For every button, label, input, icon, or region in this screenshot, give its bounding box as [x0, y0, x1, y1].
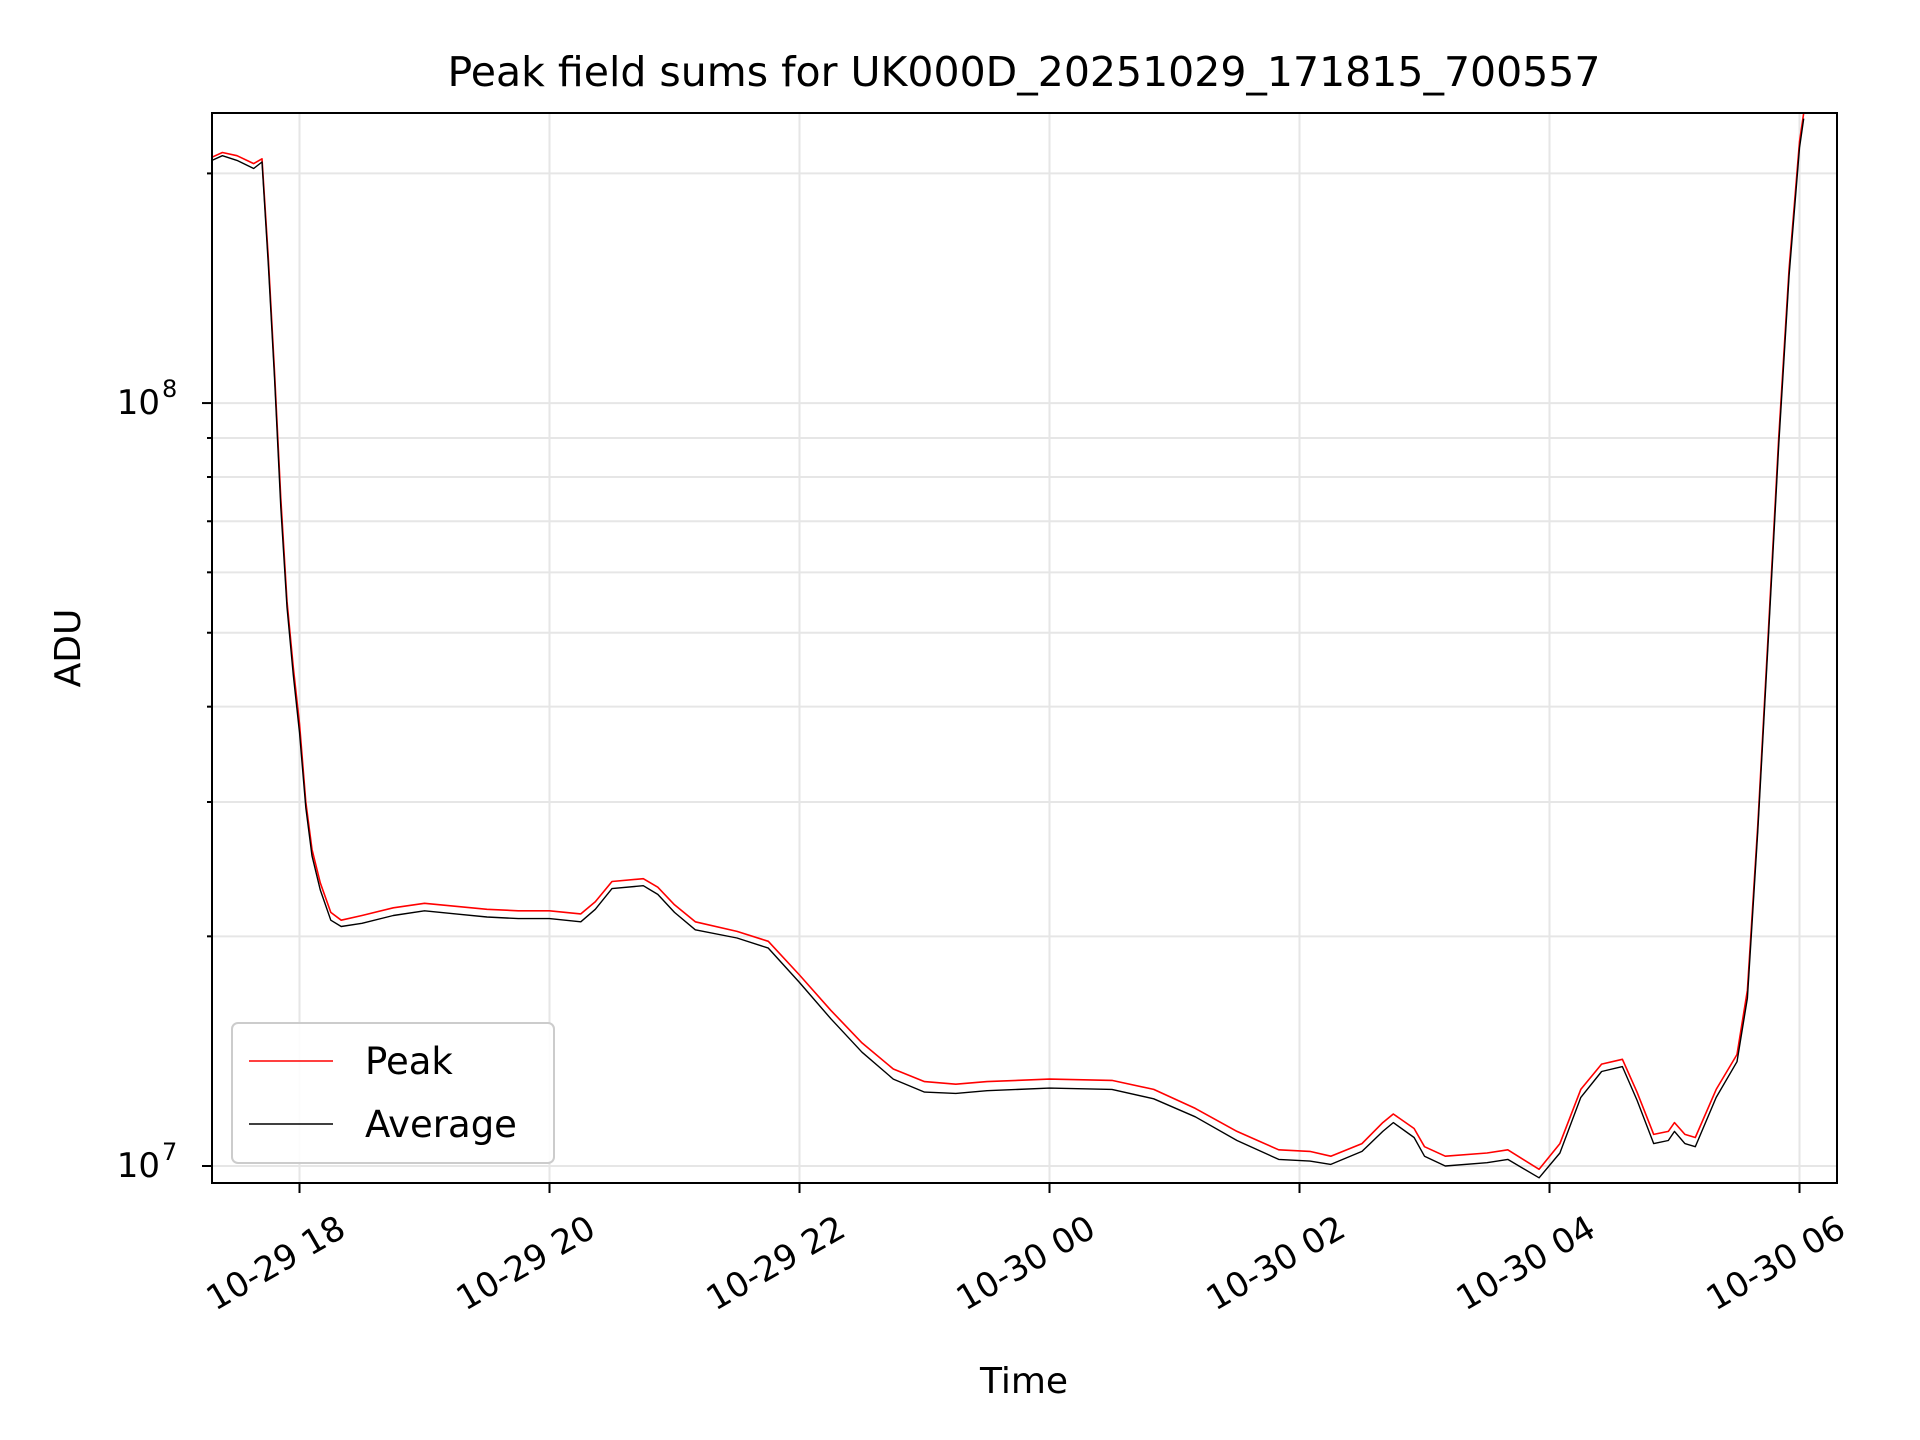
grid-lines: [212, 113, 1837, 1183]
plot-frame: [211, 112, 1838, 1184]
y-tick-label: 10: [117, 1146, 160, 1186]
chart-title: Peak field sums for UK000D_20251029_1718…: [448, 48, 1601, 96]
series-lines: [212, 113, 1805, 1179]
series-line-average: [212, 118, 1805, 1179]
legend-label-peak: Peak: [365, 1040, 453, 1083]
legend-label-average: Average: [365, 1103, 517, 1146]
y-tick-label: 10: [117, 383, 160, 423]
x-axis-label: Time: [979, 1361, 1068, 1402]
legend: Peak Average: [231, 1022, 555, 1164]
legend-box: [231, 1022, 555, 1164]
series-line-peak: [212, 113, 1805, 1171]
y-tick-label-exponent: 7: [162, 1138, 177, 1166]
y-tick-label-exponent: 8: [162, 375, 177, 403]
y-axis-label: ADU: [48, 609, 89, 688]
